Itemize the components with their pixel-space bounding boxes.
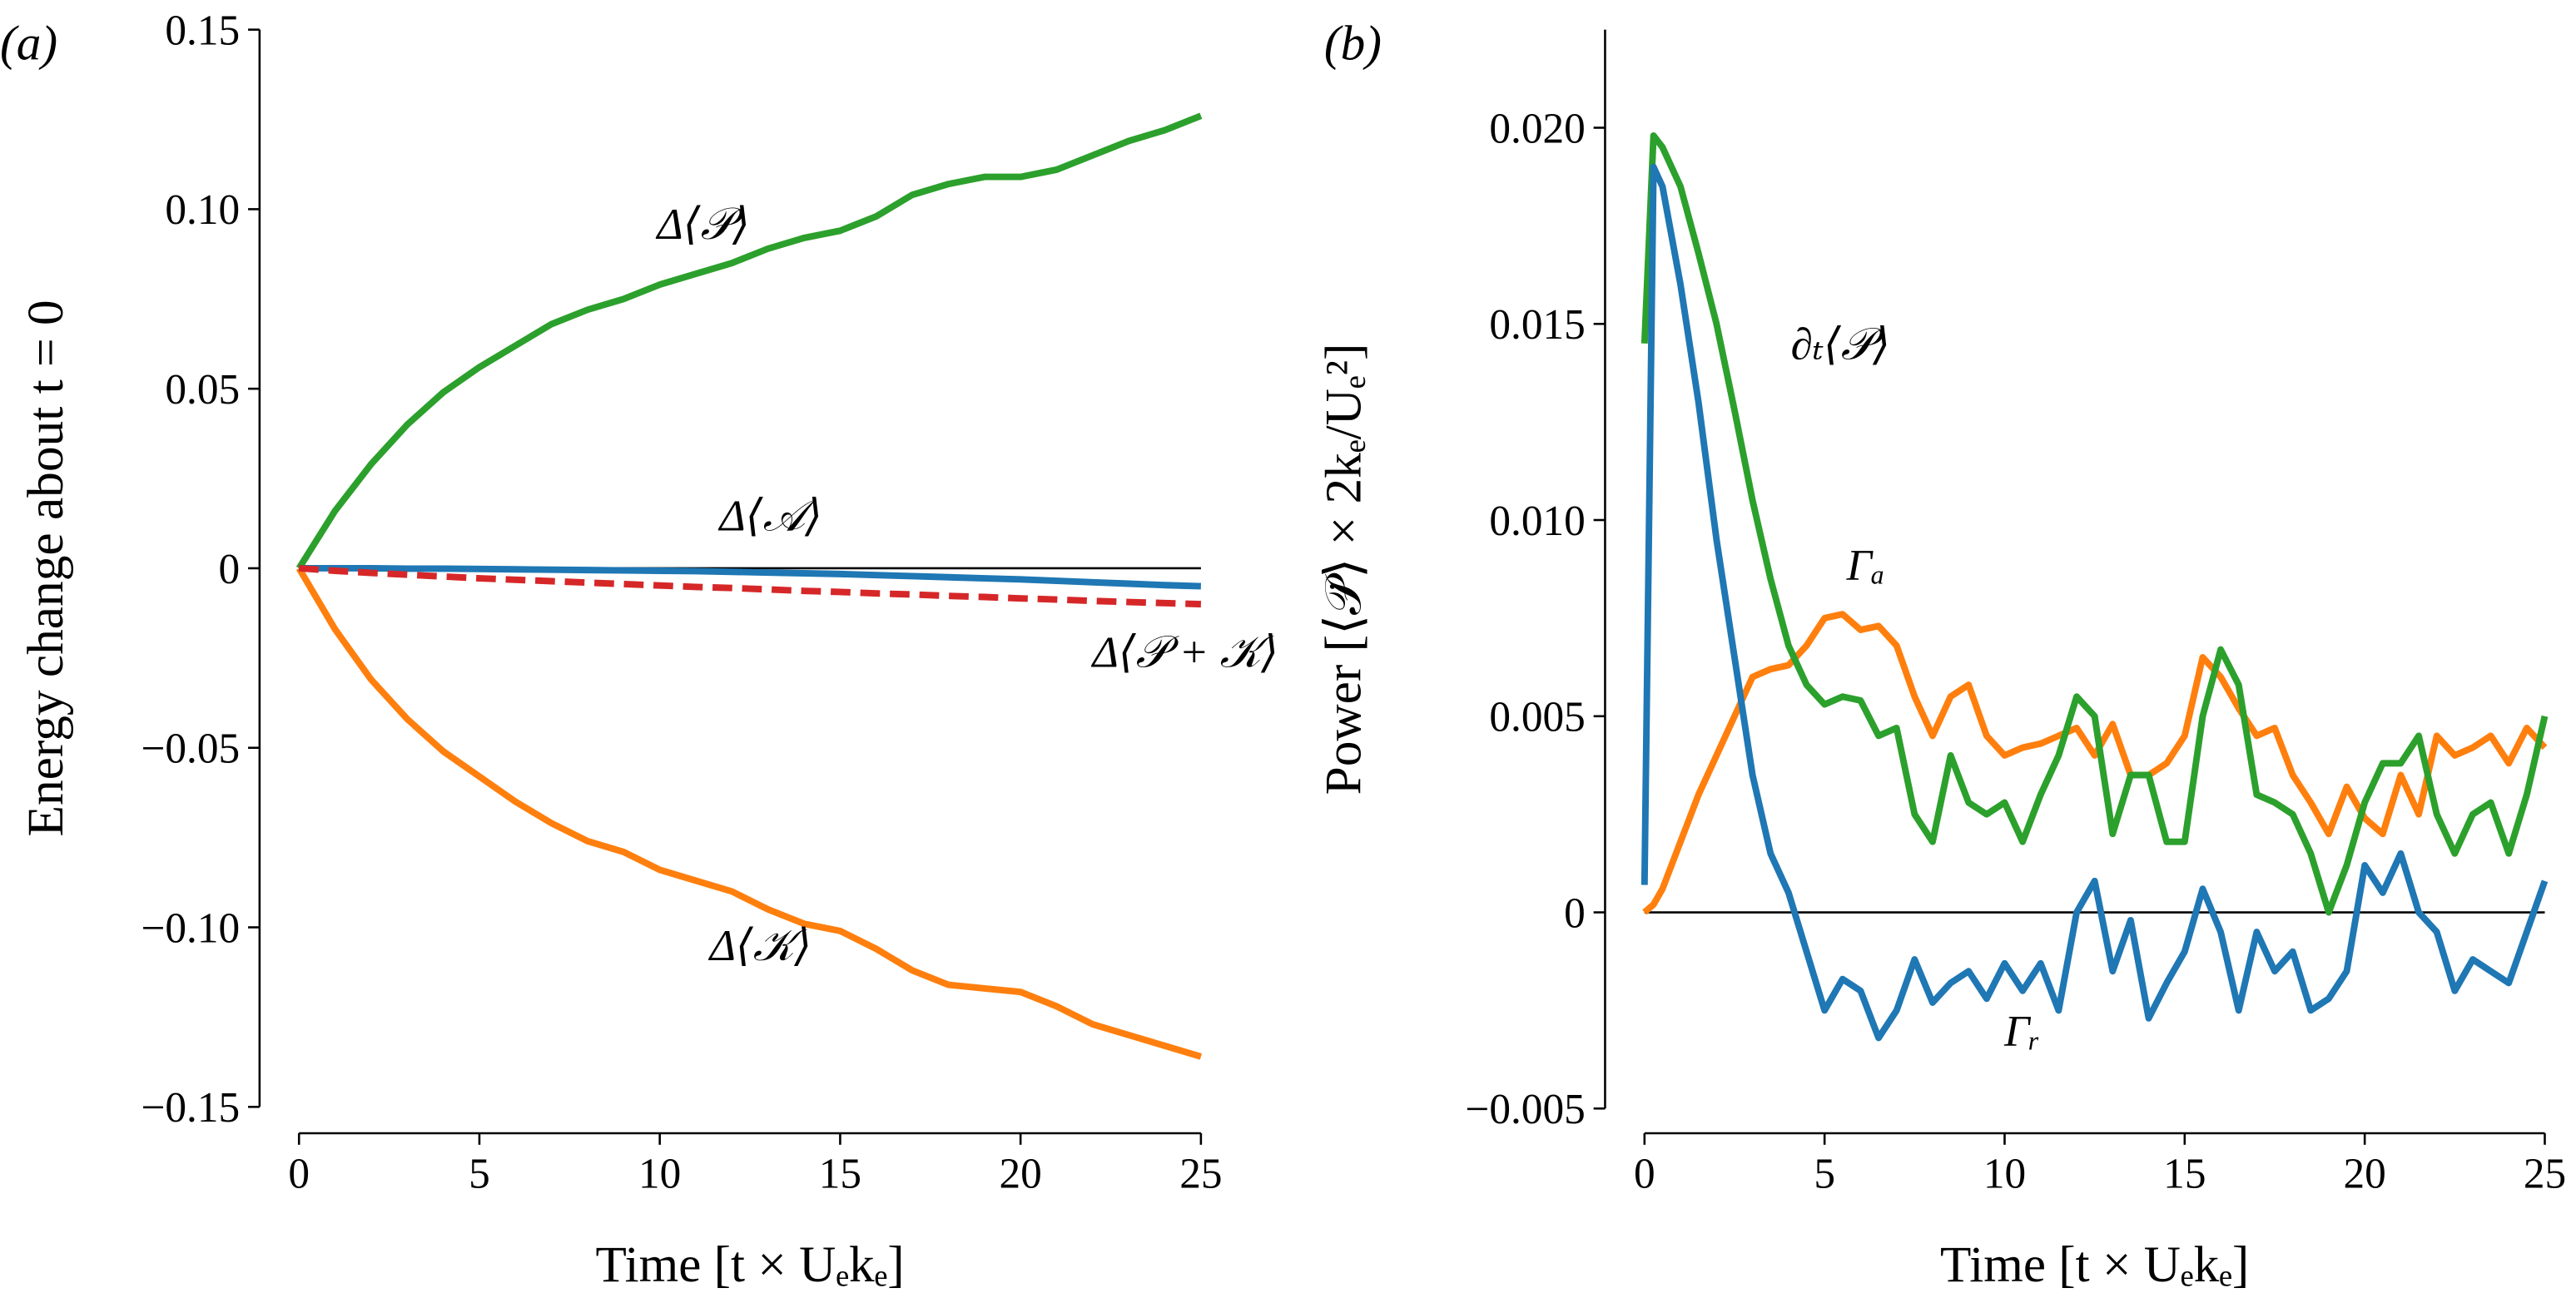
- y-axis-label: Energy change about t = 0: [17, 300, 74, 836]
- x-tick-label: 5: [1814, 1150, 1835, 1197]
- annotation: Δ⟨𝒜⟩: [718, 490, 822, 540]
- x-tick-label: 10: [638, 1150, 681, 1197]
- annotation: Δ⟨𝒫⟩: [656, 199, 750, 249]
- y-tick-label: 0.10: [165, 186, 240, 234]
- series-line: [1642, 611, 2548, 915]
- y-tick-label: 0.05: [165, 366, 240, 414]
- annotation: Δ⟨𝒦⟩: [708, 920, 812, 970]
- series-line: [1640, 163, 2549, 1042]
- annotation: Δ⟨𝒫 + 𝒦⟩: [1091, 627, 1278, 677]
- series-line: [1640, 131, 2549, 916]
- y-axis-label: Power [⟨𝒫̇⟩ × 2kₑ/Uₑ²]: [1315, 343, 1372, 795]
- x-tick-label: 25: [2524, 1150, 2566, 1197]
- panel-label: (b): [1324, 15, 1382, 70]
- x-tick-label: 0: [288, 1150, 310, 1197]
- y-tick-label: 0: [1564, 889, 1586, 937]
- y-tick-label: 0: [219, 546, 241, 593]
- y-tick-label: 0.005: [1489, 694, 1585, 741]
- y-tick-label: 0.020: [1489, 105, 1585, 152]
- x-tick-label: 10: [1983, 1150, 2026, 1197]
- y-tick-label: −0.05: [141, 725, 240, 772]
- x-tick-label: 15: [819, 1150, 861, 1197]
- x-axis-label: Time [t × Uₑkₑ]: [1940, 1236, 2249, 1293]
- y-tick-label: −0.15: [141, 1084, 240, 1132]
- x-axis-label: Time [t × Uₑkₑ]: [595, 1236, 904, 1293]
- x-tick-label: 0: [1634, 1150, 1655, 1197]
- y-tick-label: 0.15: [165, 7, 240, 54]
- x-tick-label: 20: [1000, 1150, 1042, 1197]
- x-tick-label: 20: [2344, 1150, 2386, 1197]
- annotation: Γₐ: [1846, 540, 1885, 590]
- series-line: [295, 566, 1203, 1060]
- x-tick-label: 15: [2163, 1150, 2206, 1197]
- y-tick-label: −0.005: [1465, 1086, 1585, 1133]
- y-tick-label: −0.10: [141, 904, 240, 952]
- x-tick-label: 25: [1179, 1150, 1222, 1197]
- series-line: [298, 565, 1202, 608]
- annotation: Γᵣ: [2003, 1006, 2040, 1056]
- y-tick-label: 0.010: [1489, 498, 1585, 545]
- annotation: ∂ₜ⟨𝒫⟩: [1790, 319, 1889, 369]
- x-tick-label: 5: [469, 1150, 490, 1197]
- series-line: [295, 112, 1203, 571]
- panel-label: (a): [0, 15, 57, 70]
- panel: (b) −0.005 0 0.005 0.010 0.015 0.020 0 5 10 15 20 25…: [1315, 15, 2566, 1293]
- y-tick-label: 0.015: [1489, 301, 1585, 349]
- panel: (a) −0.15 −0.10 −0.05 0 0.05 0.10 0.15 0 5 10 15 20 2…: [0, 7, 1278, 1293]
- series-line: [299, 565, 1202, 590]
